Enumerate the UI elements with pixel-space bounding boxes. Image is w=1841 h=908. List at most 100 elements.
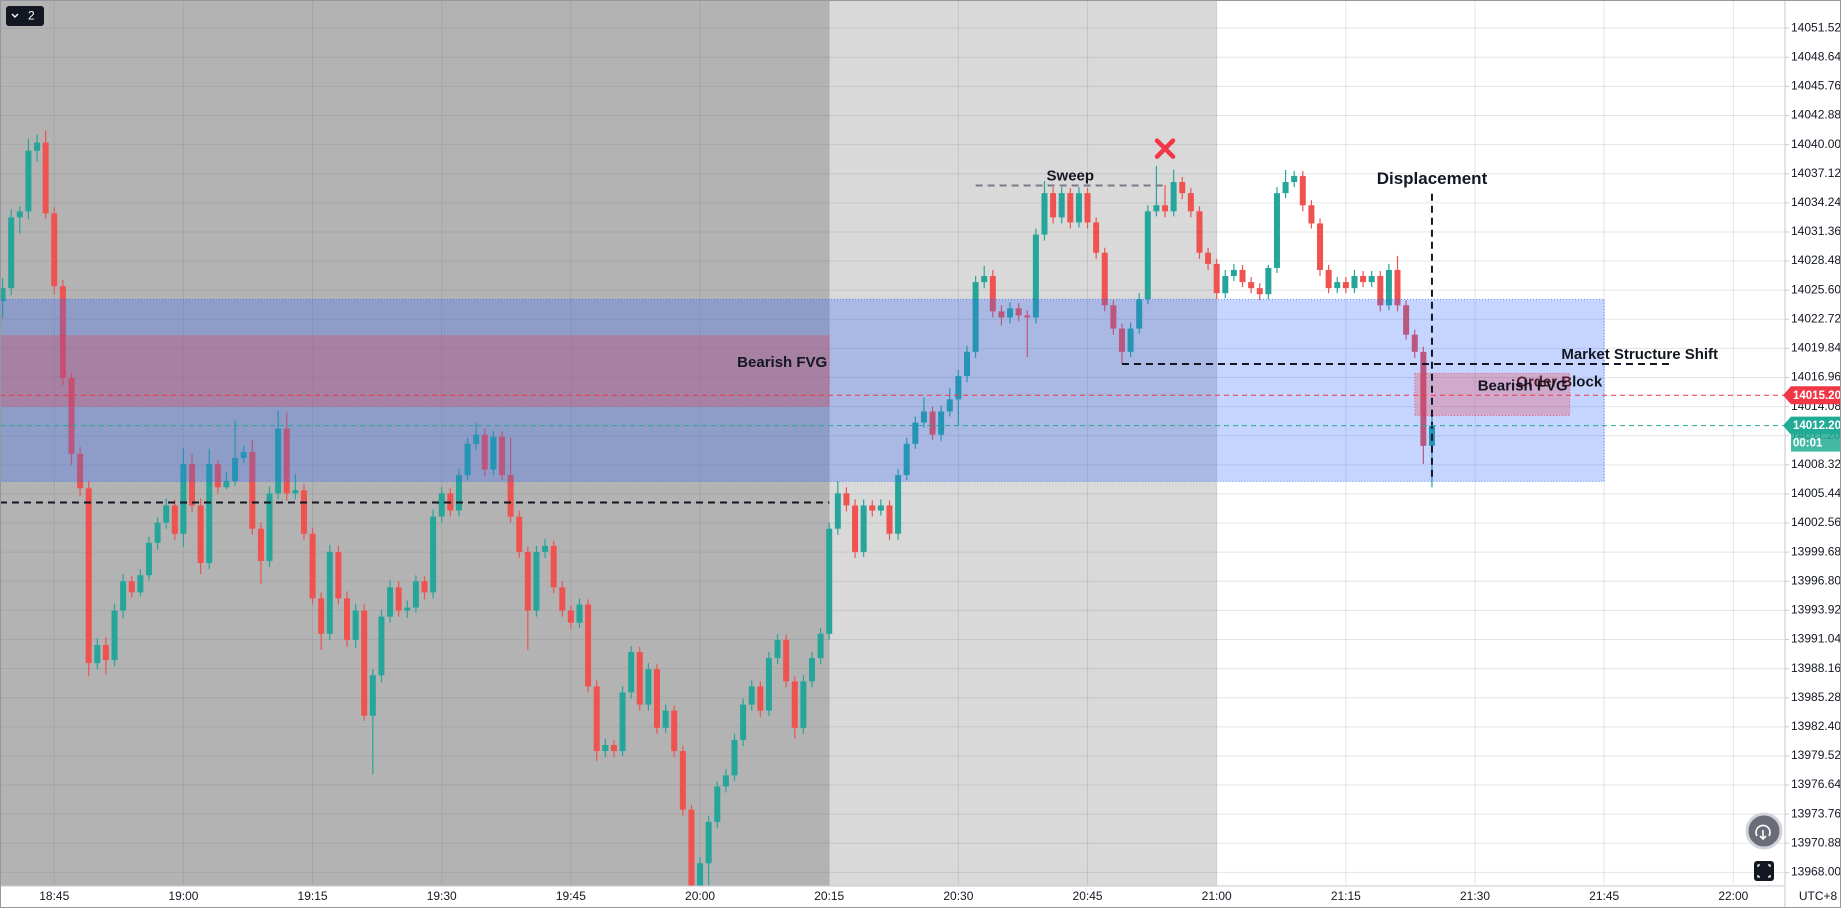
badge[interactable]: 2 (6, 6, 44, 26)
candle-body (886, 505, 893, 534)
y-tick-label: 13973.76 (1791, 806, 1841, 820)
candle-body (145, 542, 152, 576)
zone-label: Bearish FVG (1478, 377, 1568, 394)
x-tick-label: 19:15 (298, 889, 328, 903)
candle-body (903, 443, 910, 476)
candle-body (404, 607, 411, 611)
price-tag (1783, 416, 1841, 435)
candle-body (1394, 269, 1401, 306)
candle-body (722, 775, 729, 787)
cross-marker (1154, 138, 1176, 159)
candle-body (860, 505, 867, 552)
candle-body (266, 493, 273, 562)
candle-body (963, 351, 970, 377)
screenshot-button[interactable] (1754, 861, 1774, 881)
drawings: Sweep Market Structure Shift Displacement (0, 138, 1785, 504)
candle-body (94, 644, 101, 664)
candle-body (292, 490, 299, 494)
price-axis-bg (1785, 0, 1841, 908)
candle-body (826, 528, 833, 634)
scroll-button[interactable] (1745, 812, 1783, 850)
y-tick-label: 13988.16 (1791, 661, 1841, 675)
candle-body (455, 475, 462, 511)
candle-body (214, 464, 221, 488)
y-tick-label: 14040.00 (1791, 137, 1841, 151)
candle-body (154, 522, 161, 543)
candle-body (309, 533, 316, 599)
candle-body (1093, 222, 1100, 253)
candle-body (1282, 182, 1289, 194)
candle-body (1041, 193, 1048, 235)
badge-bg[interactable] (6, 6, 44, 26)
candle-body (223, 481, 230, 488)
line-label: Displacement (1377, 169, 1488, 188)
candle-body (300, 490, 307, 534)
y-tick-label: 13999.68 (1791, 544, 1841, 558)
zone (0, 335, 830, 407)
candle-body (25, 150, 32, 212)
candle-body (490, 436, 497, 470)
candle-body (1213, 263, 1220, 294)
candle-body (171, 505, 178, 534)
candle-body (1299, 175, 1306, 206)
y-tick-label: 13991.04 (1791, 632, 1841, 646)
candle-body (352, 610, 359, 640)
candle-body (464, 443, 471, 476)
price-tags: 14015.20 14012.20 00:01 (1783, 386, 1841, 452)
x-tick-label: 20:00 (685, 889, 715, 903)
x-tick-label: 19:00 (168, 889, 198, 903)
candle-body (877, 505, 884, 511)
candle-body (628, 652, 635, 693)
timezone[interactable]: UTC+8 (1799, 889, 1838, 903)
candle-body (1153, 205, 1160, 212)
line-label: Market Structure Shift (1561, 346, 1718, 363)
candle-body (412, 581, 419, 608)
candle-body (42, 142, 49, 214)
candle-body (869, 505, 876, 511)
candle-body (989, 276, 996, 312)
candle-body (955, 376, 962, 400)
candle-body (1317, 223, 1324, 270)
candle-body (1075, 193, 1082, 223)
candle-body (1265, 267, 1272, 295)
candle-body (369, 675, 376, 716)
scroll-button-circle[interactable] (1745, 812, 1783, 850)
y-tick-label: 14008.32 (1791, 457, 1841, 471)
candle-body (240, 451, 247, 458)
candle-body (1162, 205, 1169, 212)
countdown-bg (1791, 434, 1841, 452)
candle-body (671, 710, 678, 752)
countdown-label: 00:01 (1793, 438, 1823, 450)
candle-body (1377, 276, 1384, 306)
candle-body (1334, 282, 1341, 289)
candle-body (275, 428, 282, 494)
candle-body (1239, 269, 1246, 283)
candle-body (249, 451, 256, 529)
candle-body (51, 213, 58, 287)
candle-body (817, 633, 824, 659)
candle-body (585, 604, 592, 687)
time-axis-bg (0, 886, 1785, 908)
candle-body (137, 575, 144, 593)
candle-body (335, 551, 342, 599)
x-tick-label: 20:30 (943, 889, 973, 903)
candle-body (8, 217, 15, 289)
candle-body (645, 669, 652, 705)
screenshot-button-bg[interactable] (1754, 861, 1774, 881)
candle-body (473, 434, 480, 444)
y-tick-label: 14019.84 (1791, 341, 1841, 355)
candle-body (679, 751, 686, 810)
candle-body (981, 276, 988, 283)
candle-body (636, 652, 643, 705)
candle-body (1368, 276, 1375, 283)
candle-body (1420, 351, 1427, 446)
candle-body (714, 786, 721, 822)
y-tick-label: 14048.64 (1791, 49, 1841, 63)
y-tick-label: 14034.24 (1791, 195, 1841, 209)
candle-body (774, 639, 781, 659)
candle-body (843, 493, 850, 506)
candle-body (1067, 193, 1074, 223)
candle-body (533, 551, 540, 611)
candle-body (1032, 234, 1039, 318)
